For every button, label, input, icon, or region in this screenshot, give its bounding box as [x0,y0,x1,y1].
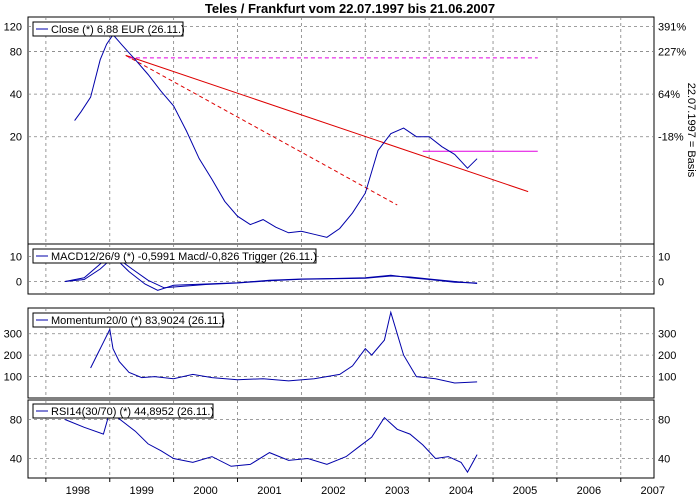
momentum-panel-frame [27,307,655,399]
macd-y-tick-right-10: 10 [658,252,670,264]
close-y-tick-right-1: 227% [658,46,686,58]
trendline-dashed [125,54,398,206]
momentum-y-tick-right-100: 100 [658,372,676,384]
close-y-tick-120: 120 [4,21,22,33]
momentum-legend-text: Momentum20/0 (*) 83,9024 (26.11.) [51,315,225,327]
close-series-line [74,33,478,238]
momentum-y-tick-right-200: 200 [658,350,676,362]
rsi-y-tick-right-40: 40 [658,454,670,466]
close-y-tick-right-0: 391% [658,21,686,33]
rsi-legend: RSI14(30/70) (*) 44,8952 (26.11.) [32,403,214,419]
close-y-tick-right-3: -18% [658,132,684,144]
macd-y-tick-0: 0 [16,277,22,289]
close-y-tick-40: 40 [10,89,22,101]
momentum-series-line [90,310,478,384]
x-tick-label-2003: 2003 [385,485,409,497]
x-tick-label-2002: 2002 [321,485,345,497]
rsi-panel-frame [27,399,655,479]
close-legend: Close (*) 6,88 EUR (26.11.) [32,21,185,37]
close-y-tick-80: 80 [10,46,22,58]
x-tick-label-2005: 2005 [513,485,537,497]
macd-series-line-1 [64,258,478,289]
rsi-y-tick-right-80: 80 [658,415,670,427]
x-tick-label-2004: 2004 [449,485,473,497]
x-tick-label-1999: 1999 [129,485,153,497]
rsi-series-line [64,410,478,474]
rsi-y-tick-80: 80 [10,415,22,427]
rsi-legend-text: RSI14(30/70) (*) 44,8952 (26.11.) [51,406,214,418]
tick-layer: 1998 1999 2000 2001 2002 2003 2004 2005 2006 2007… [4,21,687,497]
macd-y-tick-10: 10 [10,252,22,264]
close-legend-text: Close (*) 6,88 EUR (26.11.) [51,24,185,36]
x-tick-label-2007: 2007 [640,485,664,497]
side-basis-label: 22.07.1997 = Basis [685,83,697,178]
momentum-y-tick-200: 200 [4,350,22,362]
x-tick-label-2001: 2001 [257,485,281,497]
momentum-y-tick-300: 300 [4,329,22,341]
x-tick-label-1998: 1998 [66,485,90,497]
macd-legend: MACD12/26/9 (*) -0,5991 Macd/-0,826 Trig… [32,248,317,264]
macd-y-tick-right-0: 0 [658,277,664,289]
macd-legend-text: MACD12/26/9 (*) -0,5991 Macd/-0,826 Trig… [51,251,317,263]
chart-title: Teles / Frankfurt vom 22.07.1997 bis 21.… [205,1,495,16]
momentum-legend: Momentum20/0 (*) 83,9024 (26.11.) [32,312,225,328]
x-tick-label-2006: 2006 [577,485,601,497]
x-tick-label-2000: 2000 [193,485,217,497]
close-y-tick-right-2: 64% [658,89,680,101]
momentum-y-tick-100: 100 [4,372,22,384]
rsi-y-tick-40: 40 [10,454,22,466]
macd-panel-frame [27,243,655,295]
close-y-tick-20: 20 [10,132,22,144]
momentum-y-tick-right-300: 300 [658,329,676,341]
trendline-resistance [125,54,529,193]
